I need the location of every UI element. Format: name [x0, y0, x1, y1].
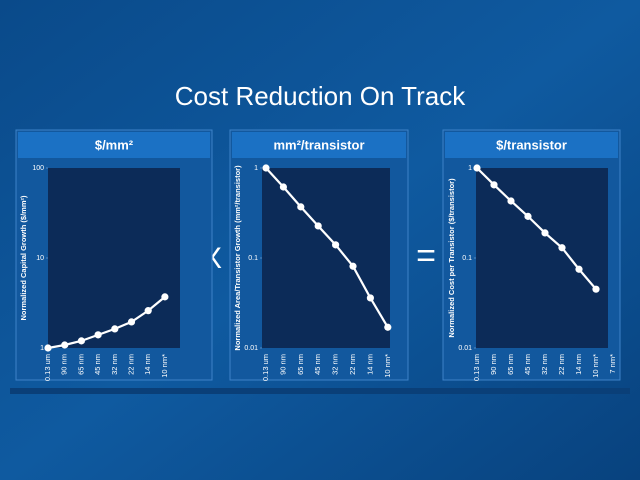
x-tick-label: 65 nm [76, 354, 85, 375]
point [524, 212, 532, 220]
chart-title: $/transistor [496, 137, 567, 152]
point [297, 203, 305, 211]
x-tick-label: 14 nm [574, 354, 583, 375]
y-tick-label: 0.1 [462, 255, 472, 262]
y-tick-label: 0.01 [244, 345, 258, 352]
point [77, 337, 85, 345]
x-tick-label: 45 nm [523, 354, 532, 375]
y-axis-label: Normalized Capital Growth ($/mm²) [19, 195, 28, 321]
x-tick-label: 32 nm [540, 354, 549, 375]
point [332, 241, 340, 249]
x-tick-label: 7 nm* [608, 354, 617, 374]
x-tick-label: 0.13 um [43, 354, 52, 381]
y-tick-label: 0.1 [248, 255, 258, 262]
point [541, 229, 549, 237]
x-tick-label: 22 nm [348, 354, 357, 375]
panel-header [18, 132, 210, 158]
y-axis-label: Normalized Cost per Transistor ($/transi… [447, 178, 456, 338]
y-tick-label: 10 [36, 255, 44, 262]
x-tick-label: 45 nm [93, 354, 102, 375]
line [265, 167, 389, 328]
point [44, 344, 52, 352]
plot-area [48, 168, 180, 348]
plot-area [476, 168, 608, 348]
y-axis-label: Normalized Area/Transistor Growth (mm²/t… [233, 165, 242, 351]
point [575, 265, 583, 273]
chart-title: $/mm² [95, 137, 134, 152]
x-tick-label: 10 nm* [383, 354, 392, 378]
point [349, 262, 357, 270]
x-tick-label: 0.13 um [472, 354, 481, 381]
y-tick-label: 1 [468, 165, 472, 172]
x-tick-label: 32 nm [110, 354, 119, 375]
plot-area [262, 168, 390, 348]
x-tick-label: 90 nm [278, 354, 287, 375]
point [507, 197, 515, 205]
x-tick-label: 10 nm* [591, 354, 600, 378]
point [61, 341, 69, 349]
x-tick-label: 10 nm* [160, 354, 169, 378]
slide-title: Cost Reduction On Track [175, 81, 466, 111]
x-tick-label: 14 nm [143, 354, 152, 375]
point [473, 164, 481, 172]
point [161, 293, 169, 301]
point [144, 307, 152, 315]
y-tick-label: 1 [40, 345, 44, 352]
x-tick-label: 22 nm [126, 354, 135, 375]
y-tick-label: 0.01 [458, 345, 472, 352]
x-tick-label: 65 nm [506, 354, 515, 375]
point [558, 244, 566, 252]
y-tick-label: 100 [32, 165, 44, 172]
x-tick-label: 45 nm [313, 354, 322, 375]
point [127, 318, 136, 326]
y-tick-label: 1 [254, 165, 258, 172]
panel-header [232, 132, 406, 158]
point [262, 164, 270, 172]
point [314, 222, 322, 230]
point [384, 323, 392, 331]
x-tick-label: 22 nm [557, 354, 566, 375]
chart-title: mm²/transistor [273, 137, 364, 152]
point [366, 294, 374, 302]
x-tick-label: 90 nm [60, 354, 69, 375]
panel-header [445, 132, 618, 158]
point [592, 285, 600, 293]
point [490, 181, 498, 189]
x-tick-label: 14 nm [365, 354, 374, 375]
x-tick-label: 90 nm [489, 354, 498, 375]
point [94, 331, 102, 339]
operator: = [416, 237, 436, 275]
x-tick-label: 65 nm [296, 354, 305, 375]
point [279, 183, 287, 191]
base-strip [10, 388, 630, 394]
x-tick-label: 32 nm [331, 354, 340, 375]
point [111, 325, 119, 333]
x-tick-label: 0.13 um [261, 354, 270, 381]
line [476, 167, 597, 290]
